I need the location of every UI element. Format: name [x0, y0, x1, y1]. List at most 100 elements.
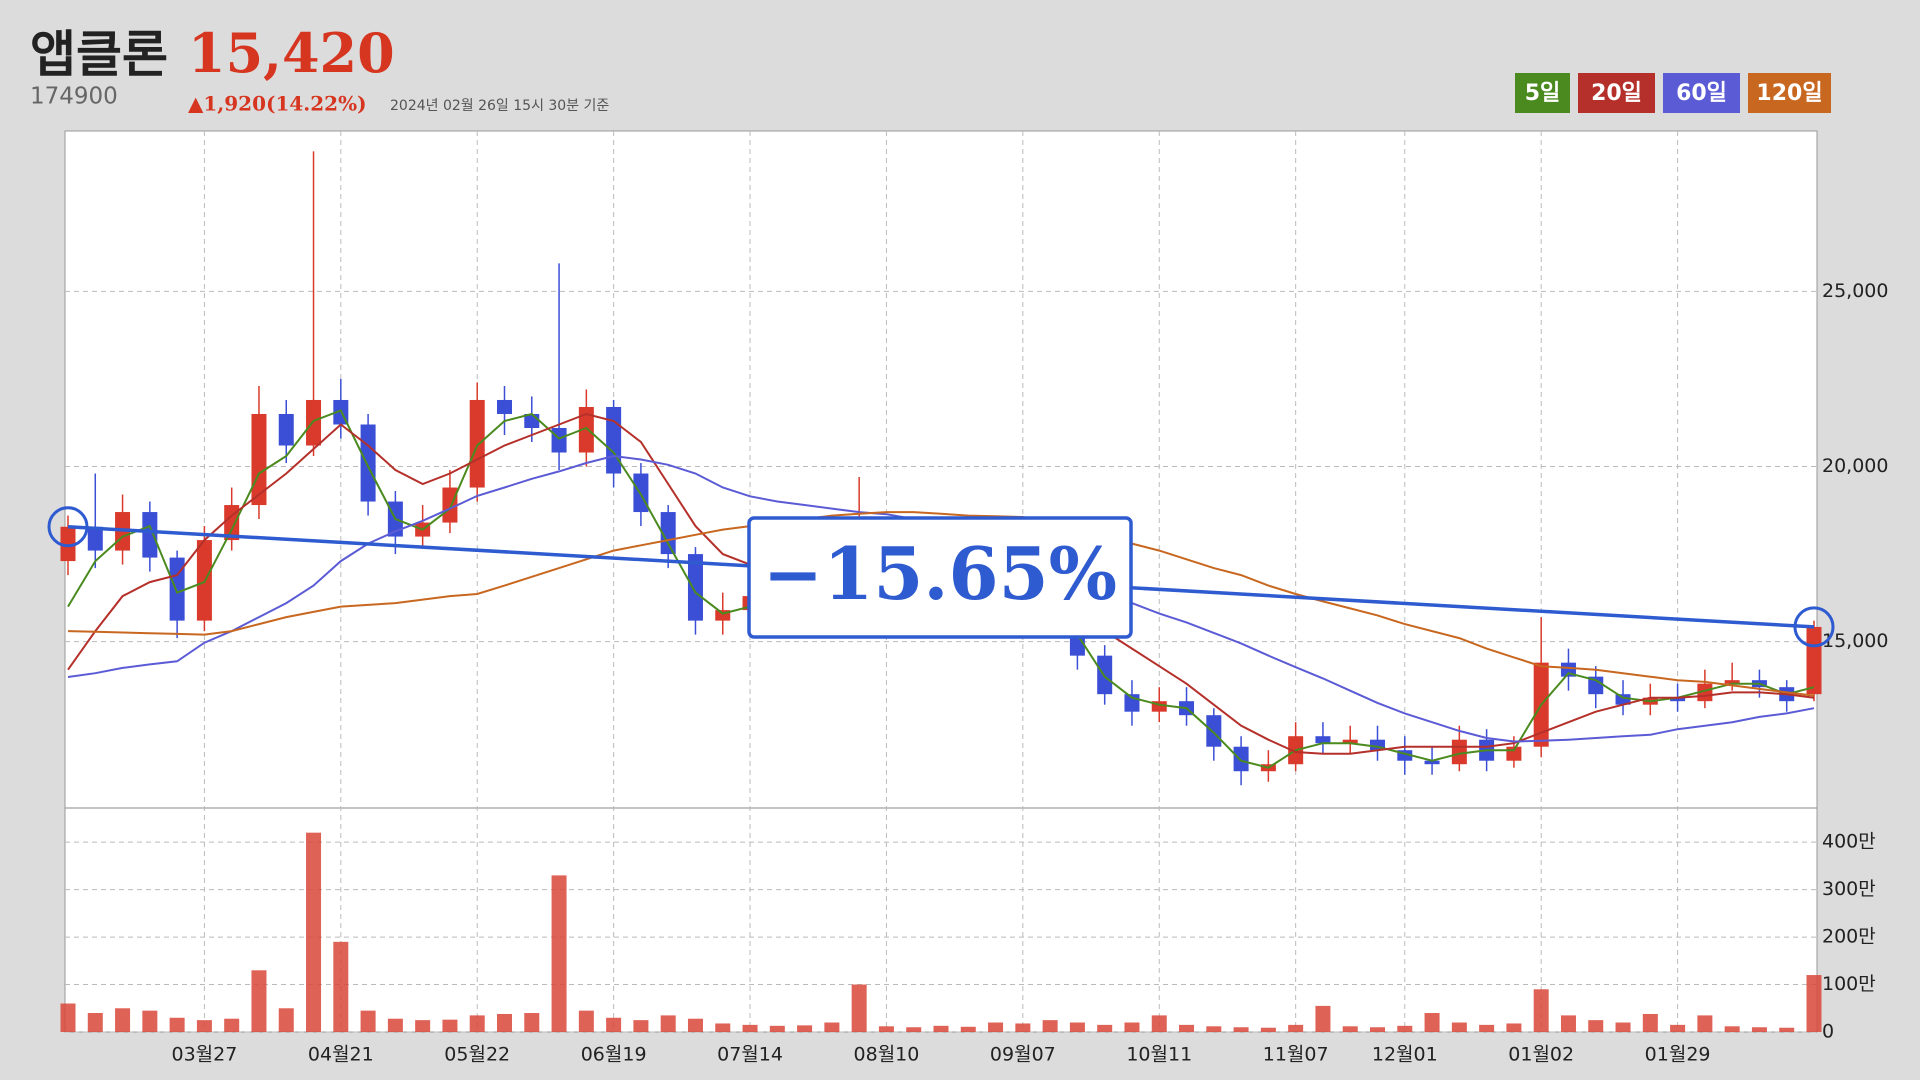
legend-button[interactable] — [1515, 73, 1570, 113]
volume-bar — [1451, 1022, 1467, 1032]
stock-name: 앱클론 — [30, 26, 168, 84]
price-change: ▲1,920(14.22%) — [188, 92, 367, 116]
volume-bar — [1506, 1023, 1522, 1032]
volume-bar — [1806, 975, 1822, 1032]
candle-body — [60, 526, 76, 562]
volume-bar — [142, 1010, 158, 1032]
x-tick-label: 06월19 — [581, 1044, 647, 1066]
volume-bar — [1779, 1027, 1795, 1032]
volume-bar — [988, 1022, 1004, 1032]
legend-button[interactable] — [1748, 73, 1831, 113]
volume-bar — [169, 1017, 185, 1032]
annotation-box — [747, 516, 1133, 639]
candle-body — [551, 427, 567, 453]
candle-body — [715, 610, 731, 621]
volume-bar — [1560, 1015, 1576, 1032]
volume-bar — [1042, 1020, 1058, 1032]
volume-bar — [1479, 1024, 1495, 1032]
volume-tick-label: 0 — [1822, 1021, 1834, 1043]
volume-bar — [1069, 1022, 1085, 1032]
x-tick-label: 04월21 — [308, 1044, 374, 1066]
x-tick-label: 01월02 — [1508, 1044, 1574, 1066]
candle-body — [306, 399, 322, 446]
x-tick-label: 12월01 — [1372, 1044, 1438, 1066]
candle-body — [87, 526, 103, 551]
x-tick-label: 01월29 — [1645, 1044, 1711, 1066]
volume-bar — [606, 1017, 622, 1032]
volume-bar — [442, 1019, 458, 1032]
volume-bar — [797, 1025, 813, 1032]
candle-body — [1724, 680, 1740, 684]
volume-bar — [1751, 1027, 1767, 1032]
volume-bar — [387, 1018, 403, 1032]
volume-bar — [1151, 1015, 1167, 1032]
volume-bar — [224, 1018, 240, 1032]
x-tick-label: 09월07 — [990, 1044, 1056, 1066]
candle-body — [578, 406, 594, 453]
candle-body — [1315, 736, 1331, 744]
legend-label[interactable]: 120일 — [1756, 81, 1822, 106]
legend-button[interactable] — [1663, 73, 1740, 113]
volume-bar — [1097, 1024, 1113, 1032]
volume-bar — [278, 1008, 294, 1032]
volume-bar — [1397, 1025, 1413, 1032]
legend-label[interactable]: 60일 — [1676, 81, 1727, 106]
candle-body — [1451, 739, 1467, 765]
volume-bar — [251, 970, 267, 1032]
volume-bar — [306, 832, 322, 1032]
volume-bar — [660, 1015, 676, 1032]
candle-body — [1424, 760, 1440, 765]
timestamp: 2024년 02월 26일 15시 30분 기준 — [390, 98, 609, 114]
volume-bar — [115, 1008, 131, 1032]
volume-bar — [824, 1022, 840, 1032]
volume-bar — [524, 1013, 540, 1032]
volume-bar — [1615, 1022, 1631, 1032]
candle-body — [496, 399, 513, 414]
volume-bar — [60, 1003, 76, 1032]
candle-body — [1206, 715, 1222, 747]
candle-body — [687, 554, 703, 621]
volume-bar — [1697, 1015, 1713, 1032]
volume-bar — [1233, 1027, 1249, 1032]
volume-bar — [469, 1015, 485, 1032]
volume-bar — [360, 1010, 376, 1032]
trend-end-marker — [1793, 606, 1835, 648]
volume-bar — [1724, 1026, 1740, 1032]
legend-label[interactable]: 20일 — [1591, 81, 1642, 106]
x-tick-label: 05월22 — [444, 1044, 510, 1066]
volume-bar — [878, 1026, 894, 1032]
volume-bar — [1670, 1024, 1686, 1032]
volume-bar — [1642, 1013, 1658, 1032]
trend-start-marker — [47, 506, 89, 548]
legend-button[interactable] — [1578, 73, 1655, 113]
volume-bar — [933, 1025, 949, 1032]
volume-bar — [1588, 1020, 1604, 1032]
y-tick-label: 15,000 — [1822, 630, 1888, 652]
legend-label[interactable]: 5일 — [1525, 81, 1561, 106]
volume-bar — [769, 1025, 785, 1032]
x-tick-label: 08월10 — [854, 1044, 920, 1066]
candle-body — [1233, 746, 1249, 772]
volume-bar — [1533, 989, 1549, 1032]
volume-bar — [415, 1020, 431, 1032]
volume-tick-label: 100만 — [1822, 973, 1876, 995]
volume-bar — [633, 1020, 649, 1032]
candle-body — [1369, 739, 1386, 751]
volume-bar — [960, 1026, 976, 1032]
candle-body — [660, 512, 676, 555]
x-tick-label: 07월14 — [717, 1044, 783, 1066]
volume-bar — [1369, 1027, 1386, 1032]
volume-bar — [687, 1018, 703, 1032]
volume-bar — [1124, 1022, 1140, 1032]
volume-bar — [196, 1020, 212, 1032]
volume-bar — [742, 1024, 758, 1032]
volume-tick-label: 300만 — [1822, 878, 1876, 900]
volume-bar — [1206, 1026, 1222, 1032]
volume-bar — [578, 1010, 594, 1032]
volume-tick-label: 400만 — [1822, 831, 1876, 853]
x-tick-label: 10월11 — [1126, 1044, 1192, 1066]
candle-body — [142, 512, 158, 558]
x-tick-label: 11월07 — [1263, 1044, 1329, 1066]
